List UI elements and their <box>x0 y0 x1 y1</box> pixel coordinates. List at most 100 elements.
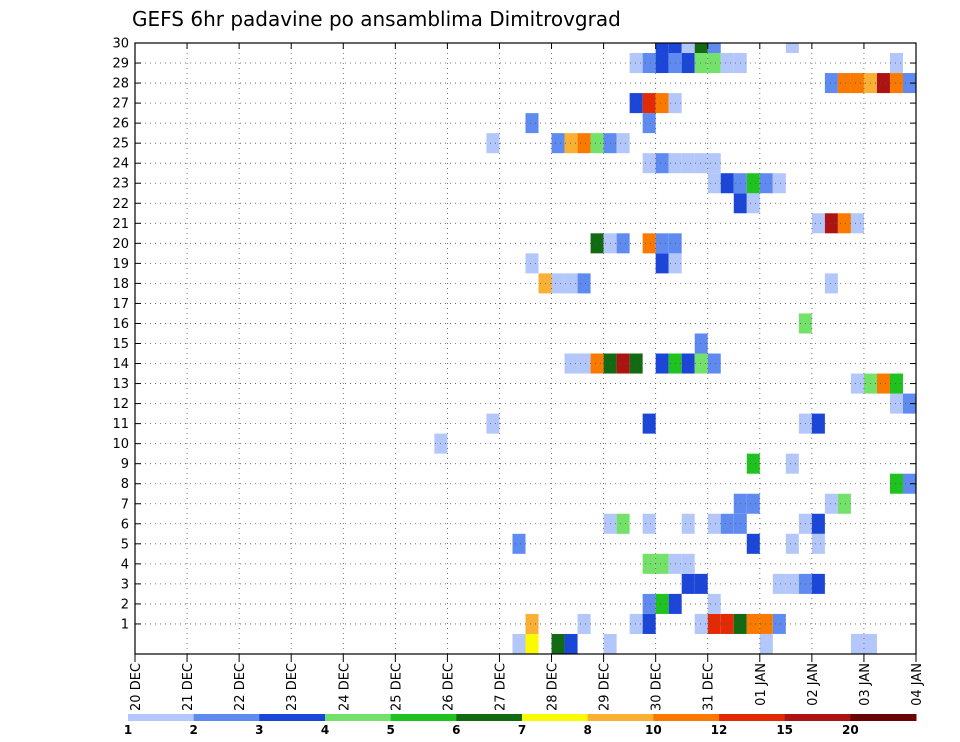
heatmap-cell <box>824 73 838 94</box>
heatmap-cell <box>707 173 721 194</box>
colorbar-label: 4 <box>321 723 329 737</box>
x-tick-label: 04 JAN <box>910 663 925 706</box>
y-tick-label: 6 <box>121 517 129 532</box>
heatmap-cell <box>694 333 708 354</box>
colorbar-label: 20 <box>842 723 859 737</box>
heatmap-cell <box>525 113 539 134</box>
heatmap-cell <box>681 553 695 574</box>
heatmap-cell <box>642 613 656 634</box>
heatmap-cell <box>590 133 604 154</box>
heatmap-cell <box>889 393 903 414</box>
heatmap-cell <box>525 613 539 634</box>
heatmap-cell <box>629 353 643 374</box>
y-tick-label: 8 <box>121 477 129 492</box>
y-tick-label: 13 <box>112 377 129 392</box>
heatmap-cell <box>655 553 669 574</box>
heatmap-cell <box>655 233 669 254</box>
y-tick-label: 30 <box>112 37 129 52</box>
heatmap-cell <box>889 73 903 94</box>
heatmap-cell <box>512 533 526 554</box>
y-tick-label: 1 <box>121 617 129 632</box>
heatmap-cell <box>850 213 864 234</box>
heatmap-cell <box>707 353 721 374</box>
y-tick-label: 12 <box>112 397 129 412</box>
colorbar-segment <box>719 714 786 721</box>
heatmap-cell <box>811 533 825 554</box>
heatmap-cell <box>525 253 539 274</box>
colorbar-segment <box>653 714 720 721</box>
y-tick-label: 4 <box>121 557 129 572</box>
heatmap-cell <box>707 53 721 74</box>
heatmap-cell <box>655 253 669 274</box>
heatmap-cell <box>564 273 578 294</box>
heatmap-cell <box>850 73 864 94</box>
y-tick-label: 24 <box>112 157 129 172</box>
heatmap-cell <box>720 513 734 534</box>
heatmap-cell <box>772 573 786 594</box>
colorbar-label: 15 <box>776 723 793 737</box>
heatmap-cell <box>655 353 669 374</box>
heatmap-cell <box>577 613 591 634</box>
heatmap-cell <box>655 93 669 114</box>
heatmap-cell <box>694 353 708 374</box>
colorbar-label: 6 <box>452 723 460 737</box>
heatmap-cell <box>694 573 708 594</box>
colorbar-segment <box>522 714 589 721</box>
heatmap-cell <box>486 133 500 154</box>
heatmap-cell <box>642 413 656 434</box>
y-tick-label: 11 <box>112 417 129 432</box>
colorbar-label: 3 <box>255 723 263 737</box>
heatmap-cell <box>902 393 916 414</box>
heatmap-cell <box>837 213 851 234</box>
heatmap-cell <box>811 413 825 434</box>
y-tick-label: 10 <box>112 437 129 452</box>
y-tick-label: 28 <box>112 77 129 92</box>
x-tick-label: 20 DEC <box>129 663 144 711</box>
heatmap-cell <box>707 613 721 634</box>
y-tick-label: 5 <box>121 537 129 552</box>
heatmap-cell <box>551 633 565 654</box>
heatmap-cell <box>837 493 851 514</box>
x-tick-label: 03 JAN <box>858 663 873 706</box>
heatmap-cell <box>707 43 721 54</box>
heatmap-cell <box>642 593 656 614</box>
heatmap-cell <box>629 53 643 74</box>
y-tick-label: 2 <box>121 597 129 612</box>
heatmap-cell <box>824 213 838 234</box>
colorbar: 1 2 3 4 5 6 7 8 10 12 15 20 <box>124 714 917 737</box>
heatmap-cell <box>642 93 656 114</box>
colorbar-segment <box>325 714 392 721</box>
x-tick-label: 22 DEC <box>233 663 248 711</box>
heatmap-cell <box>850 633 864 654</box>
grid-lines <box>135 42 916 654</box>
y-tick-label: 3 <box>121 577 129 592</box>
heatmap-cell <box>525 633 539 654</box>
heatmap-cell <box>876 73 890 94</box>
x-axis: 20 DEC 21 DEC 22 DEC 23 DEC 24 DEC 25 DEC 26 D… <box>129 43 925 711</box>
heatmap-cell <box>577 353 591 374</box>
colorbar-label: 1 <box>124 723 132 737</box>
y-tick-label: 18 <box>112 277 129 292</box>
heatmap-cell <box>746 613 760 634</box>
y-tick-label: 17 <box>112 297 129 312</box>
heatmap-cell <box>512 633 526 654</box>
colorbar-segment <box>456 714 523 721</box>
heatmap-cell <box>707 153 721 174</box>
colorbar-segment <box>128 714 195 721</box>
heatmap-cell <box>655 53 669 74</box>
y-tick-label: 14 <box>112 357 129 372</box>
heatmap-cell <box>746 493 760 514</box>
heatmap-cell <box>863 633 877 654</box>
heatmap-cell <box>889 53 903 74</box>
y-tick-label: 20 <box>112 237 129 252</box>
x-tick-label: 28 DEC <box>546 663 561 711</box>
y-tick-label: 15 <box>112 337 129 352</box>
heatmap-cell <box>564 633 578 654</box>
heatmap-cell <box>590 353 604 374</box>
heatmap-cell <box>655 153 669 174</box>
heatmap-cell <box>681 53 695 74</box>
heatmap-cell <box>642 513 656 534</box>
heatmap-cell <box>629 93 643 114</box>
heatmap-cells <box>434 43 916 654</box>
